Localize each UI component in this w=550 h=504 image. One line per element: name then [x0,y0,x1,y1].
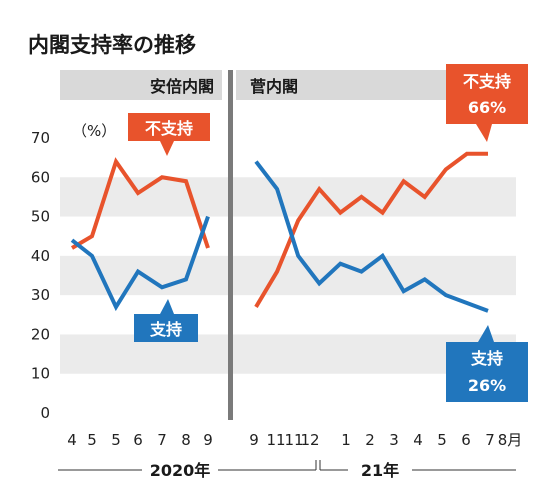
y-tick-label: 40 [31,247,50,265]
x-tick-label: 5 [87,431,97,449]
y-tick-label: 60 [31,168,50,186]
abe-header-bar [60,70,222,100]
abe-disapprove-text: 不支持 [145,119,193,138]
x-tick-label: 7 [157,431,167,449]
y-axis: 0 10 20 30 40 50 60 70 [31,129,50,422]
x-tick-label: 8月 [498,431,523,449]
suga-disapprove-value: 66% [468,98,506,117]
abe-disapprove-pointer [160,141,174,156]
suga-approve-text: 支持 [470,349,503,368]
x-tick-label: 11 [284,431,303,449]
grid-band [60,177,516,217]
x-tick-label: 8 [181,431,191,449]
x-tick-label: 3 [389,431,399,449]
x-tick-label: 4 [67,431,77,449]
x-tick-label: 5 [111,431,121,449]
abe-approve-box [134,314,198,342]
y-tick-label: 50 [31,208,50,226]
x-tick-label: 9 [249,431,259,449]
x-tick-label: 7 [485,431,495,449]
unit-label: （%） [72,122,116,140]
x-tick-label: 1 [341,431,351,449]
series-lines [70,151,489,313]
y-tick-label: 10 [31,365,50,383]
y-tick-label: 20 [31,325,50,343]
cabinet-divider [228,70,233,420]
x-tick-label: 6 [133,431,143,449]
y-tick-label: 30 [31,286,50,304]
disapprove-line-abe [70,157,210,250]
suga-disapprove-pointer [476,124,492,142]
x-tick-label: 12 [300,431,319,449]
x-tick-label: 2 [365,431,375,449]
x-tick-label: 9 [203,431,213,449]
suga-approve-pointer [478,325,494,342]
suga-approve-box [446,342,528,402]
year-label-21: 21年 [361,461,399,480]
suga-approve-callout: 支持 26% [446,325,528,402]
year-row: 2020年 21年 [58,460,516,480]
abe-approve-callout: 支持 [134,299,198,342]
y-tick-label: 0 [40,404,50,422]
gridline-bands [60,177,516,374]
y-tick-label: 70 [31,129,50,147]
abe-disapprove-box [128,113,210,141]
abe-disapprove-callout: 不支持 [128,113,210,156]
abe-approve-text: 支持 [149,320,182,339]
disapprove-line-suga [254,151,488,308]
suga-disapprove-box [446,64,528,124]
chart-title: 内閣支持率の推移 [28,33,196,57]
suga-approve-value: 26% [468,376,506,395]
x-tick-label: 4 [413,431,423,449]
abe-approve-pointer [160,299,174,314]
suga-cabinet-label: 菅内閣 [250,77,298,96]
abe-cabinet-label: 安倍内閣 [150,77,214,96]
year-label-2020: 2020年 [150,461,211,480]
x-tick-label: 5 [437,431,447,449]
suga-disapprove-text: 不支持 [463,72,511,91]
approve-line-suga [254,160,489,313]
approve-line-abe [70,215,210,312]
suga-disapprove-callout: 不支持 66% [446,64,528,142]
x-tick-label: 6 [461,431,471,449]
x-tick-label: 11 [266,431,285,449]
